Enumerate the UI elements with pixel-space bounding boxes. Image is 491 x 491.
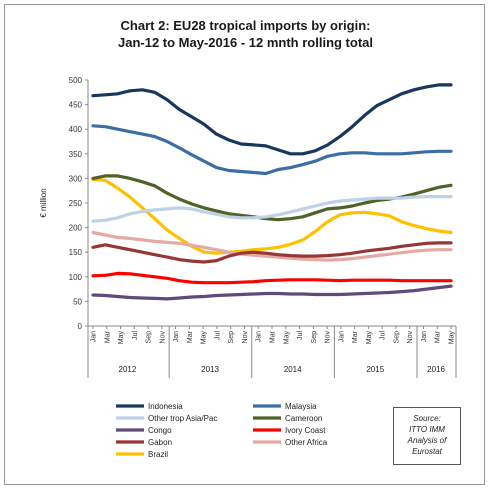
y-tick-label: 350: [69, 150, 83, 159]
axes: 0 50 100 150 200 250 300 350 400 450 500 Jan Mar May J…: [69, 76, 457, 378]
legend-label-other-trop-asia-pac: Other trop Asia/Pac: [148, 414, 217, 423]
y-tick-label: 100: [69, 273, 83, 282]
series-line-ivory-coast: [91, 271, 453, 285]
x-tick-label: Jan: [173, 331, 180, 342]
x-tick-label: Mar: [352, 330, 359, 343]
chart-title: Chart 2: EU28 tropical imports by origin…: [118, 18, 373, 50]
legend-label-ivory-coast: Ivory Coast: [285, 426, 326, 435]
y-tick-label: 250: [69, 199, 83, 208]
x-tick-label: Nov: [159, 331, 166, 344]
year-label: 2014: [284, 365, 302, 374]
legend-label-congo: Congo: [148, 426, 172, 435]
x-tick-label: Jul: [132, 331, 139, 340]
x-tick-label: May: [366, 331, 373, 345]
x-tick-label: May: [118, 331, 125, 345]
series-line-other-trop-asia-pac: [91, 195, 453, 223]
legend-label-malaysia: Malaysia: [285, 402, 317, 411]
series-line-indonesia: [91, 83, 453, 156]
x-tick-label: Jan: [421, 331, 428, 342]
y-tick-label: 300: [69, 174, 83, 183]
y-tick-label: 400: [69, 125, 83, 134]
x-tick-label: Sep: [393, 331, 400, 344]
legend-label-brazil: Brazil: [148, 450, 168, 459]
legend-label-indonesia: Indonesia: [148, 402, 183, 411]
series-line-brazil: [91, 177, 453, 255]
year-label: 2016: [427, 365, 445, 374]
legend-label-cameroon: Cameroon: [285, 414, 322, 423]
series-line-other-africa: [91, 230, 453, 262]
year-label: 2013: [201, 365, 219, 374]
y-tick-label: 500: [69, 76, 83, 85]
x-tick-label: Sep: [311, 331, 318, 344]
legend-label-gabon: Gabon: [148, 438, 172, 447]
x-tick-label: Jul: [297, 331, 304, 340]
y-tick-label: 450: [69, 101, 83, 110]
x-tick-label: Mar: [104, 330, 111, 343]
series-line-malaysia: [91, 124, 453, 176]
series-lines: [91, 83, 453, 301]
x-tick-label: Jan: [91, 331, 98, 342]
x-tick-label: May: [201, 331, 208, 345]
y-tick-label: 200: [69, 224, 83, 233]
y-tick-label: 50: [73, 297, 82, 306]
x-tick-label: Sep: [228, 331, 235, 344]
source-note: Source: ITTO IMM Analysis of Eurostat: [393, 407, 461, 465]
x-tick-label: Nov: [242, 331, 249, 344]
year-label: 2012: [119, 365, 137, 374]
x-tick-label: Sep: [146, 331, 153, 344]
legend-label-other-africa: Other Africa: [285, 438, 328, 447]
x-tick-label: Mar: [270, 330, 277, 343]
year-label: 2015: [366, 365, 384, 374]
y-tick-label: 150: [69, 248, 83, 257]
x-tick-label: Mar: [187, 330, 194, 343]
x-tick-label: Mar: [435, 330, 442, 343]
x-tick-label: Jul: [380, 331, 387, 340]
y-tick-label: 0: [78, 322, 83, 331]
series-line-gabon: [91, 241, 453, 264]
x-tick-label: Jul: [214, 331, 221, 340]
x-tick-label: Jan: [256, 331, 263, 342]
x-tick-label: Nov: [325, 331, 332, 344]
legend: Indonesia Malaysia Other trop Asia/Pac Came…: [116, 402, 328, 459]
y-axis-label: € million: [39, 188, 48, 217]
x-tick-label: May: [283, 331, 290, 345]
x-tick-label: Nov: [407, 331, 414, 344]
series-line-congo: [91, 284, 453, 301]
x-tick-label: May: [449, 331, 456, 345]
x-tick-label: Jan: [338, 331, 345, 342]
